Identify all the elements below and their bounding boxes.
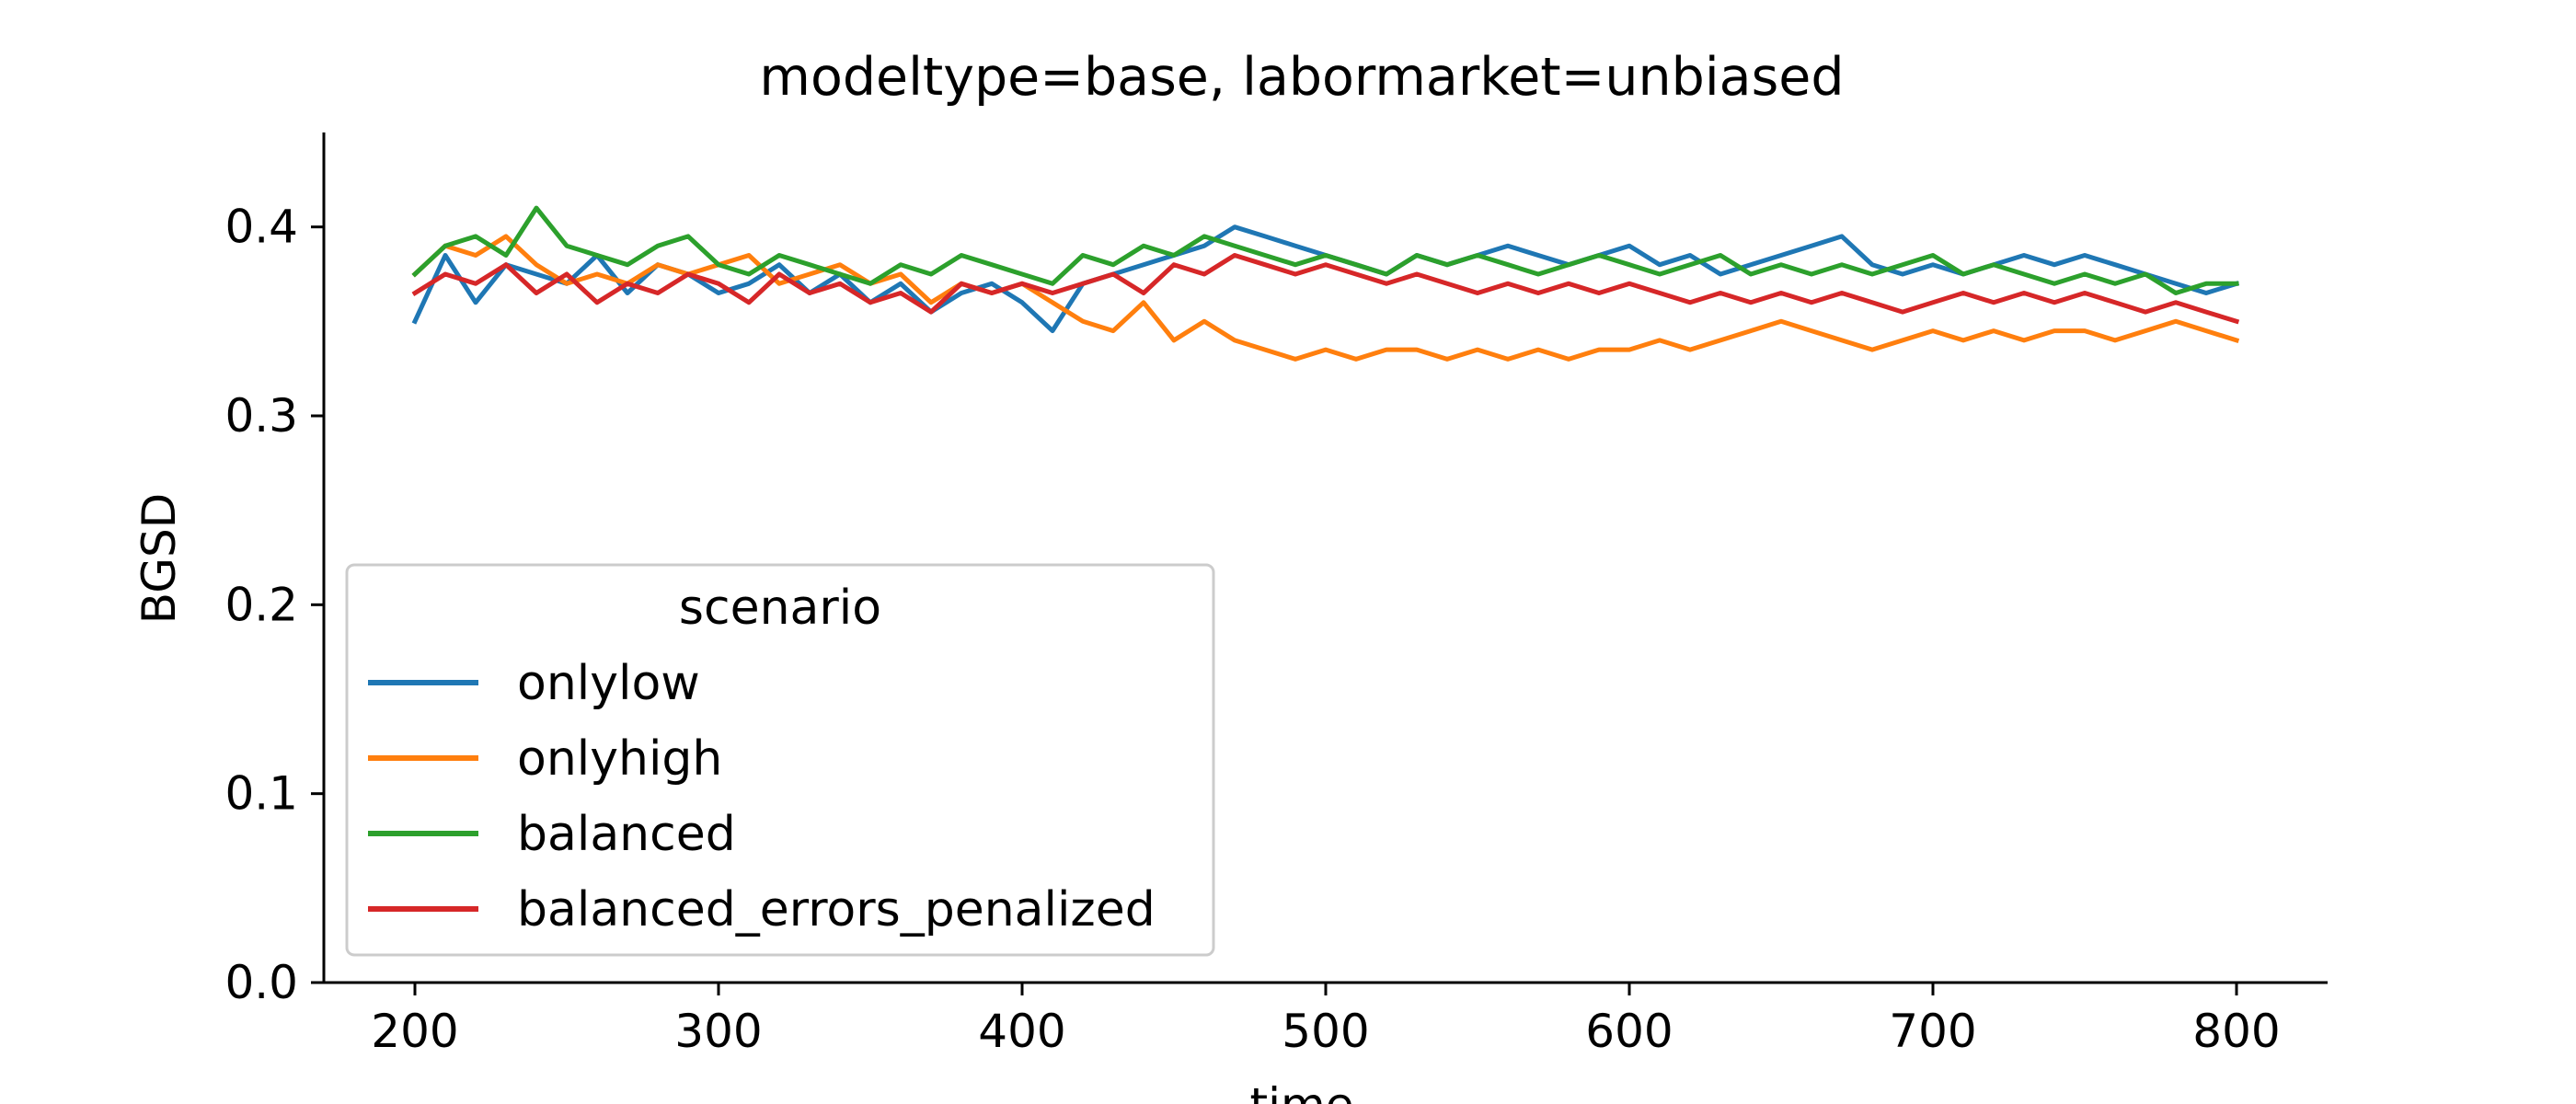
legend-label-onlyhigh: onlyhigh <box>517 731 722 787</box>
y-axis-label: BGSD <box>132 493 186 624</box>
legend-label-balanced: balanced <box>517 807 736 862</box>
x-ticks: 200 300 400 500 600 700 800 <box>371 983 2281 1058</box>
series-line-balanced <box>411 205 2239 295</box>
y-tick-label: 0.2 <box>224 578 298 631</box>
chart-title: modeltype=base, labormarket=unbiased <box>759 47 1844 108</box>
y-tick-label: 0.4 <box>224 201 298 254</box>
legend-frame <box>345 563 1215 957</box>
x-tick-label: 500 <box>1282 1005 1369 1058</box>
y-tick-label: 0.0 <box>224 956 298 1009</box>
x-tick-label: 300 <box>674 1005 762 1058</box>
series-group <box>411 205 2240 362</box>
x-tick-label: 200 <box>371 1005 458 1058</box>
legend-items: onlylow onlyhigh balanced balanced_errors_p… <box>368 656 1156 937</box>
x-axis-label: time <box>1250 1078 1354 1104</box>
x-tick-label: 400 <box>978 1005 1065 1058</box>
x-tick-label: 600 <box>1585 1005 1673 1058</box>
legend-label-balanced_errors_penalized: balanced_errors_penalized <box>517 882 1156 937</box>
x-tick-label: 700 <box>1889 1005 1976 1058</box>
series-line-balanced_errors_penalized <box>411 253 2240 325</box>
y-tick-label: 0.1 <box>224 767 298 821</box>
legend: scenario onlylow onlyhigh balanced balanced… <box>345 563 1215 957</box>
legend-title: scenario <box>679 581 881 636</box>
y-ticks: 0.0 0.1 0.2 0.3 0.4 <box>224 201 324 1009</box>
legend-label-onlylow: onlylow <box>517 656 700 711</box>
y-tick-label: 0.3 <box>224 389 298 443</box>
x-tick-label: 800 <box>2192 1005 2280 1058</box>
